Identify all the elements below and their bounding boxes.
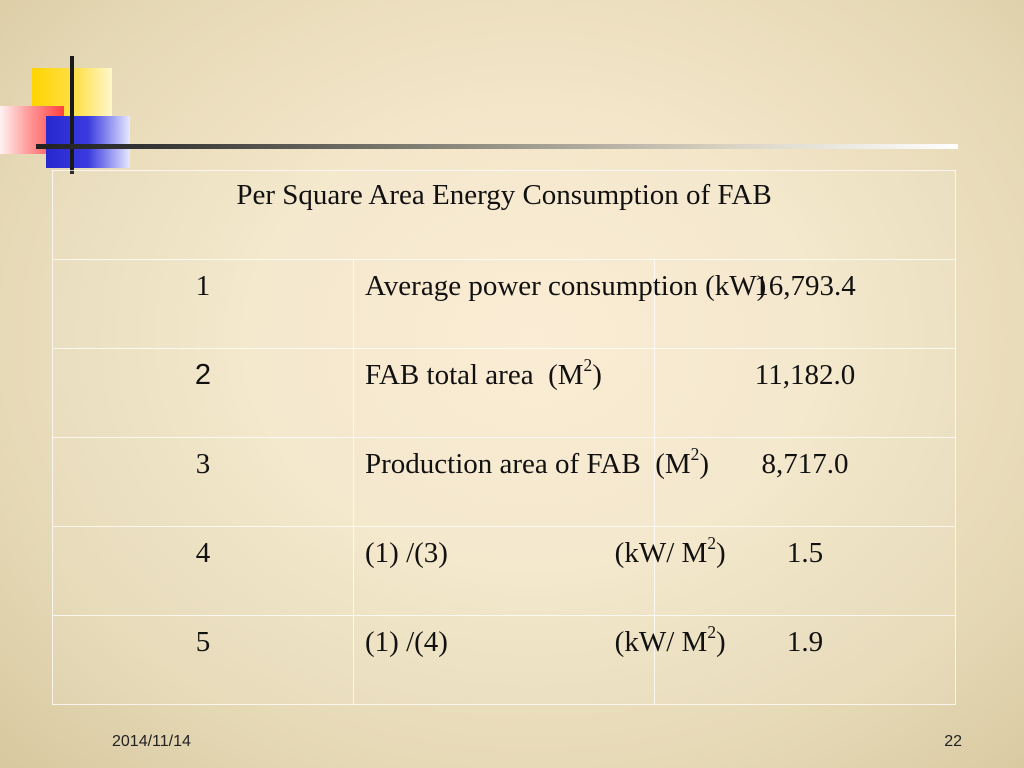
footer-date: 2014/11/14 xyxy=(112,733,191,750)
row-value: 16,793.4 xyxy=(654,259,956,349)
row-value: 1.5 xyxy=(654,526,956,616)
row-description-text: FAB total area (M xyxy=(365,359,584,391)
row-description: (1) /(3) (kW/ M2) xyxy=(353,526,726,616)
row-description-suffix: ) xyxy=(716,537,726,569)
row-description-suffix: ) xyxy=(592,359,602,391)
row-value: 11,182.0 xyxy=(654,348,956,438)
row-description: Production area of FAB (M2) xyxy=(353,437,709,527)
row-number: 5 xyxy=(52,615,354,705)
row-description-sup: 2 xyxy=(583,354,593,375)
table-title: Per Square Area Energy Consumption of FA… xyxy=(52,170,956,260)
row-description-text: Production area of FAB (M xyxy=(365,448,691,480)
row-description: FAB total area (M2) xyxy=(353,348,655,438)
decor-horizontal-rule xyxy=(36,144,958,149)
row-description-suffix: ) xyxy=(716,626,726,658)
table-row: 4 (1) /(3) (kW/ M2) 1.5 xyxy=(52,526,956,616)
row-value: 1.9 xyxy=(654,615,956,705)
row-description-text: (1) /(3) (kW/ M xyxy=(365,537,708,569)
row-number: 4 xyxy=(52,526,354,616)
table-row: 5 (1) /(4) (kW/ M2) 1.9 xyxy=(52,615,956,705)
row-description-sup: 2 xyxy=(690,443,700,464)
row-description-text: Average power consumption (kW) xyxy=(365,270,767,302)
row-description-suffix: ) xyxy=(699,448,710,480)
page-number: 22 xyxy=(944,733,962,750)
table-row: 2 FAB total area (M2) 11,182.0 xyxy=(52,348,956,438)
row-number: 1 xyxy=(52,259,354,349)
row-description-text: (1) /(4) (kW/ M xyxy=(365,626,708,658)
row-description-sup: 2 xyxy=(707,532,717,553)
table-row: 3 Production area of FAB (M2) 8,717.0 xyxy=(52,437,956,527)
row-number: 2 xyxy=(52,348,354,438)
decor-vertical-line xyxy=(70,56,74,174)
row-description: Average power consumption (kW) xyxy=(353,259,766,349)
row-number: 3 xyxy=(52,437,354,527)
row-description: (1) /(4) (kW/ M2) xyxy=(353,615,726,705)
row-value: 8,717.0 xyxy=(654,437,956,527)
table-title-row: Per Square Area Energy Consumption of FA… xyxy=(52,170,956,260)
energy-consumption-table: Per Square Area Energy Consumption of FA… xyxy=(52,170,956,705)
decor-blue-square xyxy=(46,116,130,168)
table-row: 1 Average power consumption (kW) 16,793.… xyxy=(52,259,956,349)
row-description-sup: 2 xyxy=(707,621,717,642)
